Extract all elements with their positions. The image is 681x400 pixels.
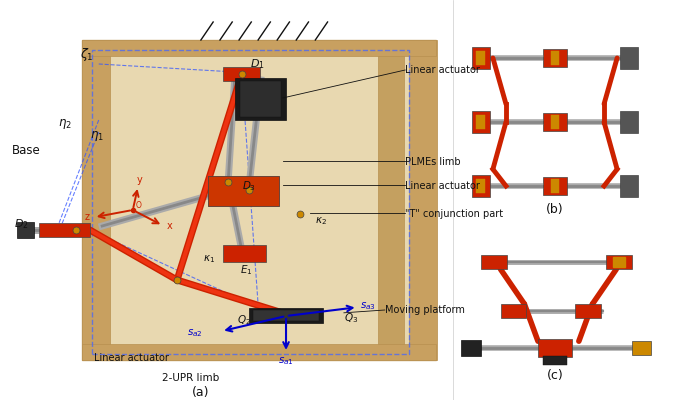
Bar [223, 67, 260, 81]
Text: x: x [166, 221, 172, 231]
Text: y: y [136, 175, 142, 185]
Text: 2-UPR limb: 2-UPR limb [162, 373, 219, 383]
Bar [223, 245, 266, 262]
Bar [253, 310, 319, 321]
Text: (a): (a) [192, 386, 210, 399]
Bar [461, 340, 481, 356]
Bar [543, 113, 567, 131]
Bar [613, 257, 625, 267]
Text: PLMEs limb: PLMEs limb [405, 157, 461, 167]
Text: $\eta_1$: $\eta_1$ [90, 129, 104, 143]
Text: $\eta_2$: $\eta_2$ [58, 117, 72, 131]
Bar [543, 356, 567, 365]
Text: Linear actuator: Linear actuator [405, 65, 480, 75]
Bar [632, 341, 651, 355]
Bar [82, 40, 436, 56]
Bar [240, 81, 281, 117]
Bar [82, 344, 436, 360]
Bar [543, 49, 567, 67]
Bar [208, 176, 279, 206]
Text: $s_{a3}$: $s_{a3}$ [360, 300, 375, 312]
Bar [620, 176, 638, 196]
Bar [476, 51, 485, 65]
Bar [620, 112, 638, 132]
Bar [208, 176, 279, 206]
Bar [606, 255, 632, 269]
Text: O: O [136, 202, 142, 210]
Text: Moving platform: Moving platform [385, 305, 464, 315]
Bar [249, 308, 323, 323]
Bar [476, 179, 485, 193]
Text: $\zeta_1$: $\zeta_1$ [80, 46, 94, 63]
Bar [235, 78, 286, 120]
Text: $s_{a1}$: $s_{a1}$ [278, 355, 294, 367]
Text: "T" conjunction part: "T" conjunction part [405, 209, 503, 219]
Bar [17, 222, 34, 238]
Bar [481, 255, 507, 269]
Bar [575, 304, 601, 318]
Text: $\kappa_2$: $\kappa_2$ [315, 215, 327, 227]
Text: (b): (b) [546, 203, 564, 216]
Bar [551, 51, 559, 65]
Bar [82, 40, 110, 360]
Bar [551, 179, 559, 193]
Bar [476, 115, 485, 129]
Text: $D_1$: $D_1$ [250, 57, 265, 70]
Bar [472, 48, 490, 68]
Text: $s_{a2}$: $s_{a2}$ [187, 327, 203, 339]
Bar [538, 339, 572, 357]
Bar [543, 177, 567, 195]
Bar [39, 223, 90, 237]
Text: $\kappa_1$: $\kappa_1$ [203, 253, 215, 265]
Bar [620, 48, 638, 68]
Bar [472, 176, 490, 196]
Text: $E_1$: $E_1$ [240, 263, 252, 277]
Bar [82, 40, 436, 360]
Text: (c): (c) [547, 369, 563, 382]
Bar [378, 56, 404, 344]
Text: z: z [85, 212, 90, 222]
Bar [409, 40, 437, 360]
Bar [472, 112, 490, 132]
Bar [501, 304, 526, 318]
Bar [551, 115, 559, 129]
Text: $D_2$: $D_2$ [14, 217, 29, 230]
Text: Linear actuator: Linear actuator [94, 353, 169, 363]
Text: $D_3$: $D_3$ [242, 179, 256, 193]
Text: $Q_3$: $Q_3$ [344, 311, 358, 325]
Text: $Q_2$: $Q_2$ [237, 313, 251, 327]
Text: Base: Base [12, 144, 41, 157]
Text: Linear actuator: Linear actuator [405, 181, 480, 191]
